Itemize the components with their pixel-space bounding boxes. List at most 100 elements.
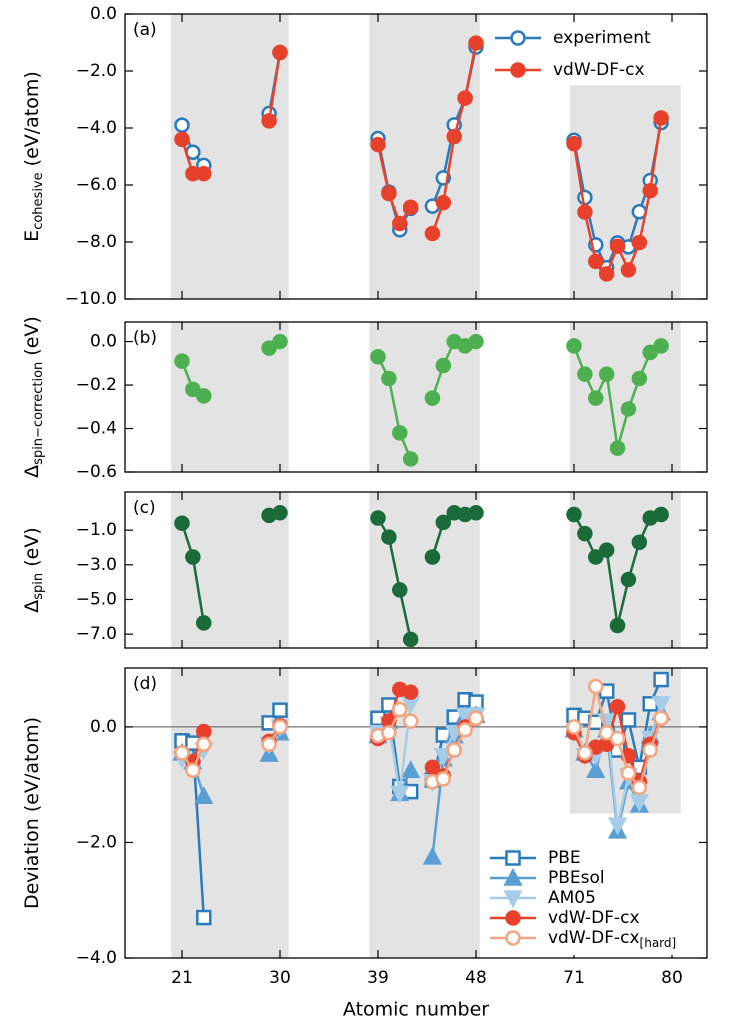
marker [435, 194, 452, 211]
marker [468, 505, 484, 521]
legend-label-name: AM05 [548, 888, 596, 908]
marker [653, 110, 669, 126]
y-tick-label: −1.0 [76, 520, 117, 540]
marker [609, 238, 626, 255]
group-band [171, 668, 289, 958]
marker [196, 615, 212, 631]
marker [185, 549, 201, 565]
marker [424, 225, 441, 242]
marker [642, 742, 658, 758]
legend-label: experiment [553, 28, 651, 48]
x-axis-title: Atomic number [343, 999, 489, 1021]
marker [272, 719, 288, 735]
marker [631, 534, 648, 551]
y-axis-title-main: Δ [21, 600, 43, 613]
y-axis-title: Deviation (eV/atom) [21, 717, 43, 909]
marker [381, 529, 397, 545]
marker [401, 760, 421, 779]
group-band [369, 14, 480, 299]
marker [631, 234, 648, 251]
marker [620, 401, 637, 417]
legend-label: vdW-DF-cx[hard] [548, 928, 676, 950]
marker [577, 745, 593, 761]
legend-label: vdW-DF-cx [548, 908, 640, 928]
marker [424, 549, 441, 565]
marker [588, 390, 604, 406]
x-tick-label: 30 [269, 968, 291, 988]
marker [468, 35, 484, 51]
legend-label: PBEsol [548, 868, 605, 888]
marker [381, 370, 397, 387]
y-axis-title: Δspin (eV) [21, 527, 46, 612]
y-tick-label: −0.2 [76, 375, 117, 395]
legend-label: AM05 [548, 888, 596, 908]
legend-label-name: PBE [548, 848, 581, 868]
marker [598, 542, 615, 558]
marker [422, 846, 443, 865]
marker [653, 338, 669, 354]
marker [642, 344, 658, 361]
marker [402, 631, 419, 648]
y-axis-title-main: E [21, 230, 43, 242]
y-axis-title-main: Δ [21, 465, 43, 478]
marker [505, 930, 521, 946]
marker [272, 505, 288, 521]
marker [435, 357, 452, 374]
marker [196, 165, 212, 182]
marker [505, 910, 521, 926]
x-tick-label: 48 [465, 968, 487, 988]
marker [653, 506, 669, 523]
y-tick-label: −0.4 [76, 419, 117, 439]
marker [620, 571, 637, 588]
marker [261, 736, 277, 753]
marker [577, 366, 593, 382]
marker [631, 370, 648, 387]
marker [598, 266, 615, 282]
y-tick-label: 0.0 [90, 4, 117, 24]
y-tick-label: −7.0 [76, 624, 117, 644]
y-tick-label: −0.6 [76, 462, 117, 482]
plot-frame [124, 321, 708, 473]
y-axis-title-unit: (eV) [21, 527, 43, 573]
marker [609, 730, 626, 747]
marker [566, 338, 582, 354]
marker [174, 515, 190, 531]
y-tick-label: −4.0 [76, 948, 117, 968]
x-tick-label: 71 [563, 968, 585, 988]
marker [174, 745, 190, 761]
marker [566, 719, 582, 735]
marker [620, 712, 637, 728]
panel-label: (b) [133, 328, 157, 348]
legend-label-name: PBEsol [548, 868, 605, 888]
marker [402, 451, 419, 467]
y-tick-label: −5.0 [76, 589, 117, 609]
y-tick-label: −2.0 [76, 832, 117, 852]
marker [194, 786, 214, 804]
x-tick-label: 39 [367, 968, 389, 988]
series-line [376, 144, 412, 227]
marker [510, 30, 526, 46]
marker [390, 785, 410, 804]
marker [446, 128, 462, 145]
series-line [376, 356, 412, 460]
marker [588, 678, 604, 695]
x-tick-label: 21 [171, 968, 193, 988]
panel-label: (a) [133, 20, 157, 40]
marker [196, 909, 212, 926]
y-tick-label: −6.0 [76, 175, 117, 195]
marker [272, 333, 288, 350]
marker [609, 698, 626, 715]
marker [468, 333, 484, 350]
marker [503, 890, 523, 909]
legend-label: PBE [548, 848, 581, 868]
marker [424, 390, 441, 406]
series-line [376, 517, 412, 640]
marker [392, 701, 408, 718]
marker [185, 381, 201, 398]
marker [392, 582, 408, 598]
marker [653, 671, 669, 688]
marker [457, 90, 473, 106]
marker [196, 388, 212, 404]
